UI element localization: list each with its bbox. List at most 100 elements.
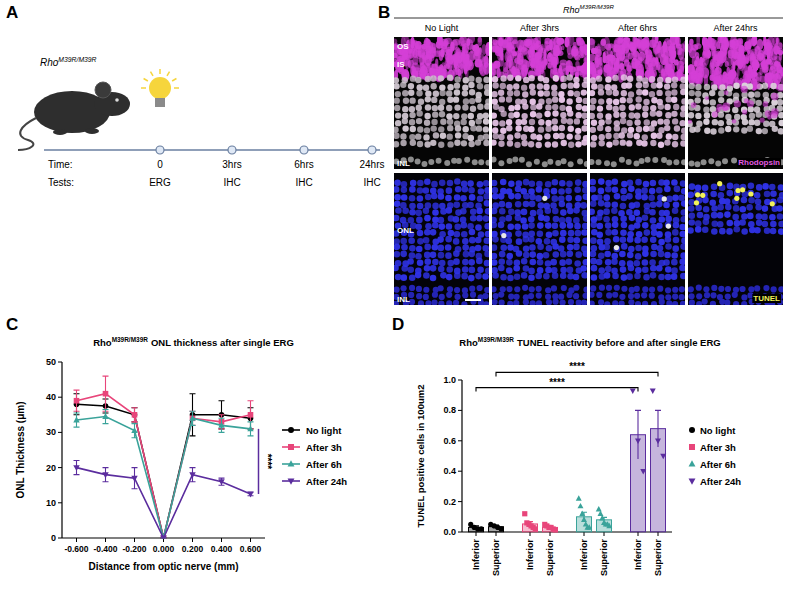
nucleus bbox=[634, 237, 641, 244]
nucleus bbox=[673, 222, 680, 229]
nucleus bbox=[417, 259, 424, 266]
nucleus-inl bbox=[519, 157, 525, 163]
nucleus bbox=[590, 208, 595, 215]
title: RhoM39R/M39R bbox=[40, 56, 97, 68]
stain-rhodopsin bbox=[493, 45, 500, 52]
nucleus bbox=[417, 203, 424, 210]
nucleus-inl bbox=[415, 159, 421, 165]
nucleus bbox=[551, 84, 557, 90]
nucleus-inl bbox=[566, 292, 572, 298]
stain-rhodopsin bbox=[670, 49, 676, 60]
nucleus bbox=[648, 125, 654, 131]
nucleus bbox=[658, 127, 664, 133]
nucleus bbox=[546, 245, 553, 252]
nucleus-inl bbox=[425, 300, 431, 305]
nucleus bbox=[590, 179, 596, 186]
nucleus bbox=[545, 104, 551, 110]
nucleus bbox=[484, 260, 489, 267]
nucleus-inl bbox=[513, 300, 519, 305]
nucleus bbox=[394, 133, 400, 139]
nucleus bbox=[573, 244, 580, 251]
nucleus bbox=[545, 141, 551, 147]
tunel-signal bbox=[542, 196, 547, 201]
nucleus bbox=[649, 259, 656, 266]
nucleus-inl bbox=[679, 286, 685, 292]
nucleus bbox=[453, 96, 459, 102]
nucleus bbox=[665, 112, 671, 118]
nucleus bbox=[565, 217, 572, 224]
nucleus bbox=[643, 274, 650, 281]
nucleus bbox=[582, 82, 587, 88]
nucleus bbox=[460, 195, 467, 202]
nucleus bbox=[438, 142, 444, 148]
nucleus bbox=[483, 134, 489, 140]
stain-rhodopsin bbox=[622, 41, 630, 54]
nucleus bbox=[634, 113, 640, 119]
nucleus bbox=[681, 200, 685, 207]
nucleus bbox=[514, 273, 521, 280]
nucleus bbox=[612, 75, 618, 81]
nucleus-inl bbox=[590, 285, 596, 291]
nucleus bbox=[566, 98, 572, 104]
nucleus bbox=[636, 126, 642, 132]
nucleus bbox=[672, 141, 678, 147]
nucleus bbox=[454, 178, 461, 185]
nucleus bbox=[521, 258, 528, 265]
nucleus bbox=[523, 201, 530, 208]
nucleus bbox=[575, 251, 582, 258]
timepoint: 24hrs bbox=[359, 159, 384, 170]
nucleus bbox=[529, 119, 535, 125]
nucleus bbox=[514, 142, 520, 148]
nucleus bbox=[657, 118, 663, 124]
nucleus bbox=[664, 104, 670, 110]
nucleus bbox=[394, 201, 400, 208]
nucleus-inl bbox=[590, 292, 595, 298]
nucleus bbox=[438, 75, 444, 81]
nucleus bbox=[483, 77, 489, 83]
nucleus-inl bbox=[545, 294, 551, 300]
nucleus bbox=[681, 237, 685, 244]
nucleus bbox=[643, 99, 649, 105]
nucleus bbox=[431, 119, 437, 125]
nucleus bbox=[492, 82, 498, 88]
nucleus bbox=[530, 133, 536, 139]
nucleus bbox=[463, 98, 469, 104]
nucleus bbox=[559, 236, 566, 243]
nucleus bbox=[650, 217, 657, 224]
nucleus bbox=[409, 112, 415, 118]
nucleus bbox=[515, 125, 521, 131]
nucleus-inl bbox=[612, 292, 618, 298]
nucleus bbox=[544, 90, 550, 96]
nucleus bbox=[470, 125, 476, 131]
nucleus bbox=[528, 274, 535, 281]
nucleus bbox=[567, 118, 573, 124]
nucleus-inl bbox=[522, 285, 528, 291]
stain-rhodopsin bbox=[676, 47, 680, 55]
nucleus bbox=[485, 208, 489, 215]
nucleus bbox=[461, 140, 467, 146]
nucleus bbox=[394, 179, 401, 186]
nucleus-inl bbox=[635, 301, 641, 305]
stain-rhodopsin bbox=[567, 44, 572, 55]
nucleus-inl bbox=[672, 294, 678, 300]
nucleus bbox=[619, 260, 626, 267]
nucleus bbox=[552, 110, 558, 116]
nucleus bbox=[416, 90, 422, 96]
nucleus bbox=[482, 273, 489, 280]
nucleus bbox=[410, 180, 417, 187]
nucleus bbox=[492, 272, 499, 279]
stain-rhodopsin bbox=[601, 38, 606, 46]
panel-b: BRhoM39R/M39RNo LightOSISINLONLINLAfter … bbox=[378, 3, 786, 307]
nucleus bbox=[567, 267, 574, 274]
nucleus bbox=[506, 202, 513, 209]
nucleus bbox=[628, 112, 634, 118]
nucleus bbox=[423, 84, 429, 90]
layer-label: ONL bbox=[397, 226, 414, 235]
stain-rhodopsin bbox=[452, 53, 460, 63]
nucleus bbox=[529, 201, 536, 208]
row-label: Time: bbox=[48, 159, 73, 170]
nucleus bbox=[446, 90, 452, 96]
nucleus bbox=[407, 267, 414, 274]
stain-rhodopsin bbox=[633, 51, 640, 57]
tunel-signal bbox=[614, 245, 619, 250]
